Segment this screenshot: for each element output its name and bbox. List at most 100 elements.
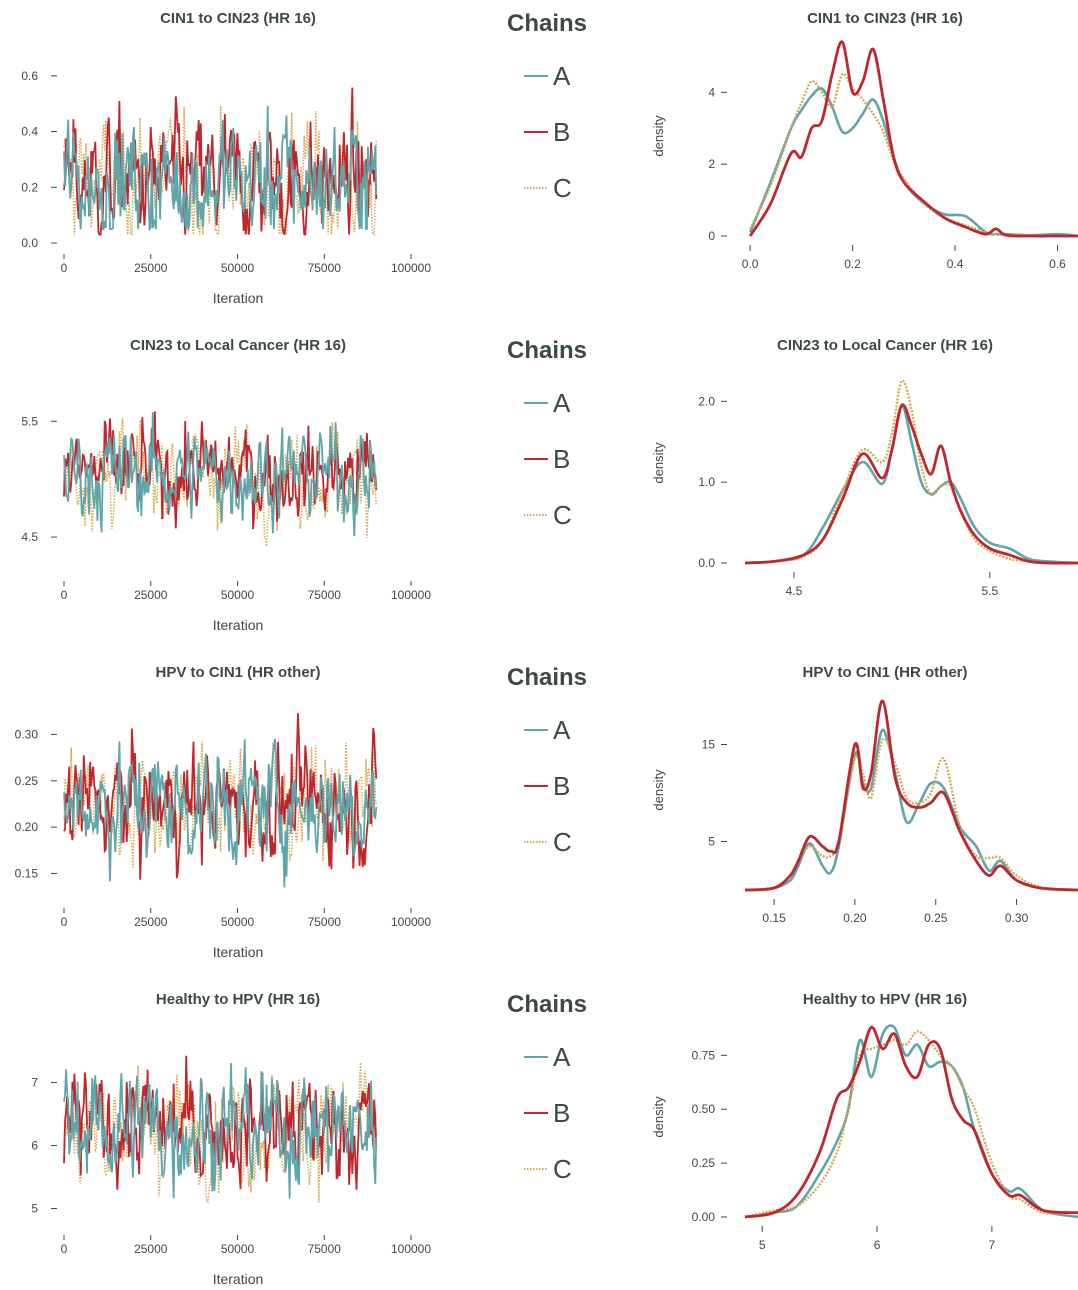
trace-line-A <box>63 1063 378 1199</box>
legend-label-A: A <box>553 61 571 91</box>
density-line-A <box>748 87 1078 238</box>
density-line-B <box>744 1025 1078 1219</box>
density-title: CIN1 to CIN23 (HR 16) <box>807 10 963 27</box>
x-tick-label: 0 <box>61 1242 68 1256</box>
x-tick-label: 50000 <box>221 915 255 929</box>
y-tick-label: 0.00 <box>692 1210 716 1224</box>
x-tick-label: 75000 <box>308 1242 342 1256</box>
y-tick-label: 0.0 <box>698 556 715 570</box>
density-line-A <box>744 728 1078 892</box>
legend-label-A: A <box>553 1042 571 1072</box>
x-tick-label: 50000 <box>221 1242 255 1256</box>
y-tick-label: 0.20 <box>15 820 39 834</box>
x-tick-label: 4.5 <box>786 584 803 598</box>
x-tick-label: 0.30 <box>1005 911 1029 925</box>
x-tick-label: 0 <box>61 261 68 275</box>
x-tick-label: 0 <box>61 588 68 602</box>
density-line-C <box>744 737 1078 892</box>
y-tick-label: 4.5 <box>21 530 38 544</box>
x-tick-label: 0 <box>61 915 68 929</box>
x-tick-label: 0.4 <box>947 257 964 271</box>
trace-line-C <box>63 742 378 868</box>
y-tick-label: 5 <box>708 835 715 849</box>
x-axis-label: Iteration <box>213 1271 264 1287</box>
trace-title: CIN1 to CIN23 (HR 16) <box>160 10 316 27</box>
x-tick-label: 5 <box>759 1238 766 1252</box>
legend-title: Chains <box>507 991 587 1018</box>
legend-label-B: B <box>553 1098 570 1128</box>
x-tick-label: 50000 <box>221 588 255 602</box>
trace-title: HPV to CIN1 (HR other) <box>156 664 321 681</box>
y-tick-label: 0.30 <box>15 727 39 741</box>
legend-label-B: B <box>553 444 570 474</box>
x-tick-label: 0.2 <box>844 257 861 271</box>
density-line-B <box>748 40 1078 238</box>
x-tick-label: 75000 <box>308 588 342 602</box>
trace-line-A <box>63 105 378 232</box>
density-title: Healthy to HPV (HR 16) <box>803 991 967 1008</box>
x-tick-label: 100000 <box>391 261 431 275</box>
y-tick-label: 4 <box>708 85 715 99</box>
legend-label-B: B <box>553 117 570 147</box>
y-tick-label: 0.6 <box>21 69 38 83</box>
x-tick-label: 25000 <box>134 261 168 275</box>
legend-title: Chains <box>507 664 587 691</box>
y-tick-label: 0 <box>708 229 715 243</box>
y-tick-label: 0.15 <box>15 866 39 880</box>
y-tick-label: 0.4 <box>21 125 38 139</box>
density-title: HPV to CIN1 (HR other) <box>803 664 968 681</box>
x-tick-label: 5.5 <box>982 584 999 598</box>
x-tick-label: 0.25 <box>924 911 948 925</box>
y-axis-label: density <box>651 115 666 157</box>
x-axis-label: Iteration <box>213 944 264 960</box>
trace-title: CIN23 to Local Cancer (HR 16) <box>130 337 346 354</box>
x-tick-label: 25000 <box>134 588 168 602</box>
legend-label-B: B <box>553 771 570 801</box>
y-tick-label: 2.0 <box>698 394 715 408</box>
density-line-B <box>744 403 1078 565</box>
legend-title: Chains <box>507 337 587 364</box>
legend-label-C: C <box>553 500 572 530</box>
y-tick-label: 0.25 <box>15 774 39 788</box>
y-axis-label: density <box>651 1096 666 1138</box>
trace-line-A <box>63 412 378 537</box>
y-tick-label: 15 <box>702 738 716 752</box>
density-line-B <box>744 699 1078 892</box>
legend-title: Chains <box>507 10 587 37</box>
x-tick-label: 100000 <box>391 588 431 602</box>
y-tick-label: 7 <box>31 1076 38 1090</box>
y-tick-label: 0.75 <box>692 1048 716 1062</box>
y-tick-label: 2 <box>708 157 715 171</box>
x-axis-label: Iteration <box>213 617 264 633</box>
x-tick-label: 50000 <box>221 261 255 275</box>
y-tick-label: 0.2 <box>21 180 38 194</box>
density-line-A <box>744 1024 1078 1219</box>
x-tick-label: 100000 <box>391 915 431 929</box>
x-tick-label: 25000 <box>134 915 168 929</box>
legend-label-C: C <box>553 827 572 857</box>
x-tick-label: 100000 <box>391 1242 431 1256</box>
density-line-A <box>744 404 1078 565</box>
x-axis-label: Iteration <box>213 290 264 306</box>
density-line-C <box>749 72 1078 238</box>
y-axis-label: density <box>651 442 666 484</box>
legend-label-A: A <box>553 715 571 745</box>
y-tick-label: 0.25 <box>692 1156 716 1170</box>
legend-label-C: C <box>553 173 572 203</box>
density-line-C <box>744 1030 1078 1219</box>
x-tick-label: 0.6 <box>1049 257 1066 271</box>
y-tick-label: 0.0 <box>21 236 38 250</box>
x-tick-label: 0.20 <box>843 911 867 925</box>
legend-label-C: C <box>553 1154 572 1184</box>
trace-title: Healthy to HPV (HR 16) <box>156 991 320 1008</box>
legend-label-A: A <box>553 388 571 418</box>
density-title: CIN23 to Local Cancer (HR 16) <box>777 337 993 354</box>
y-tick-label: 0.50 <box>692 1102 716 1116</box>
x-tick-label: 75000 <box>308 915 342 929</box>
x-tick-label: 6 <box>874 1238 881 1252</box>
x-tick-label: 25000 <box>134 1242 168 1256</box>
y-tick-label: 1.0 <box>698 475 715 489</box>
y-tick-label: 5 <box>31 1202 38 1216</box>
density-line-C <box>744 379 1078 565</box>
